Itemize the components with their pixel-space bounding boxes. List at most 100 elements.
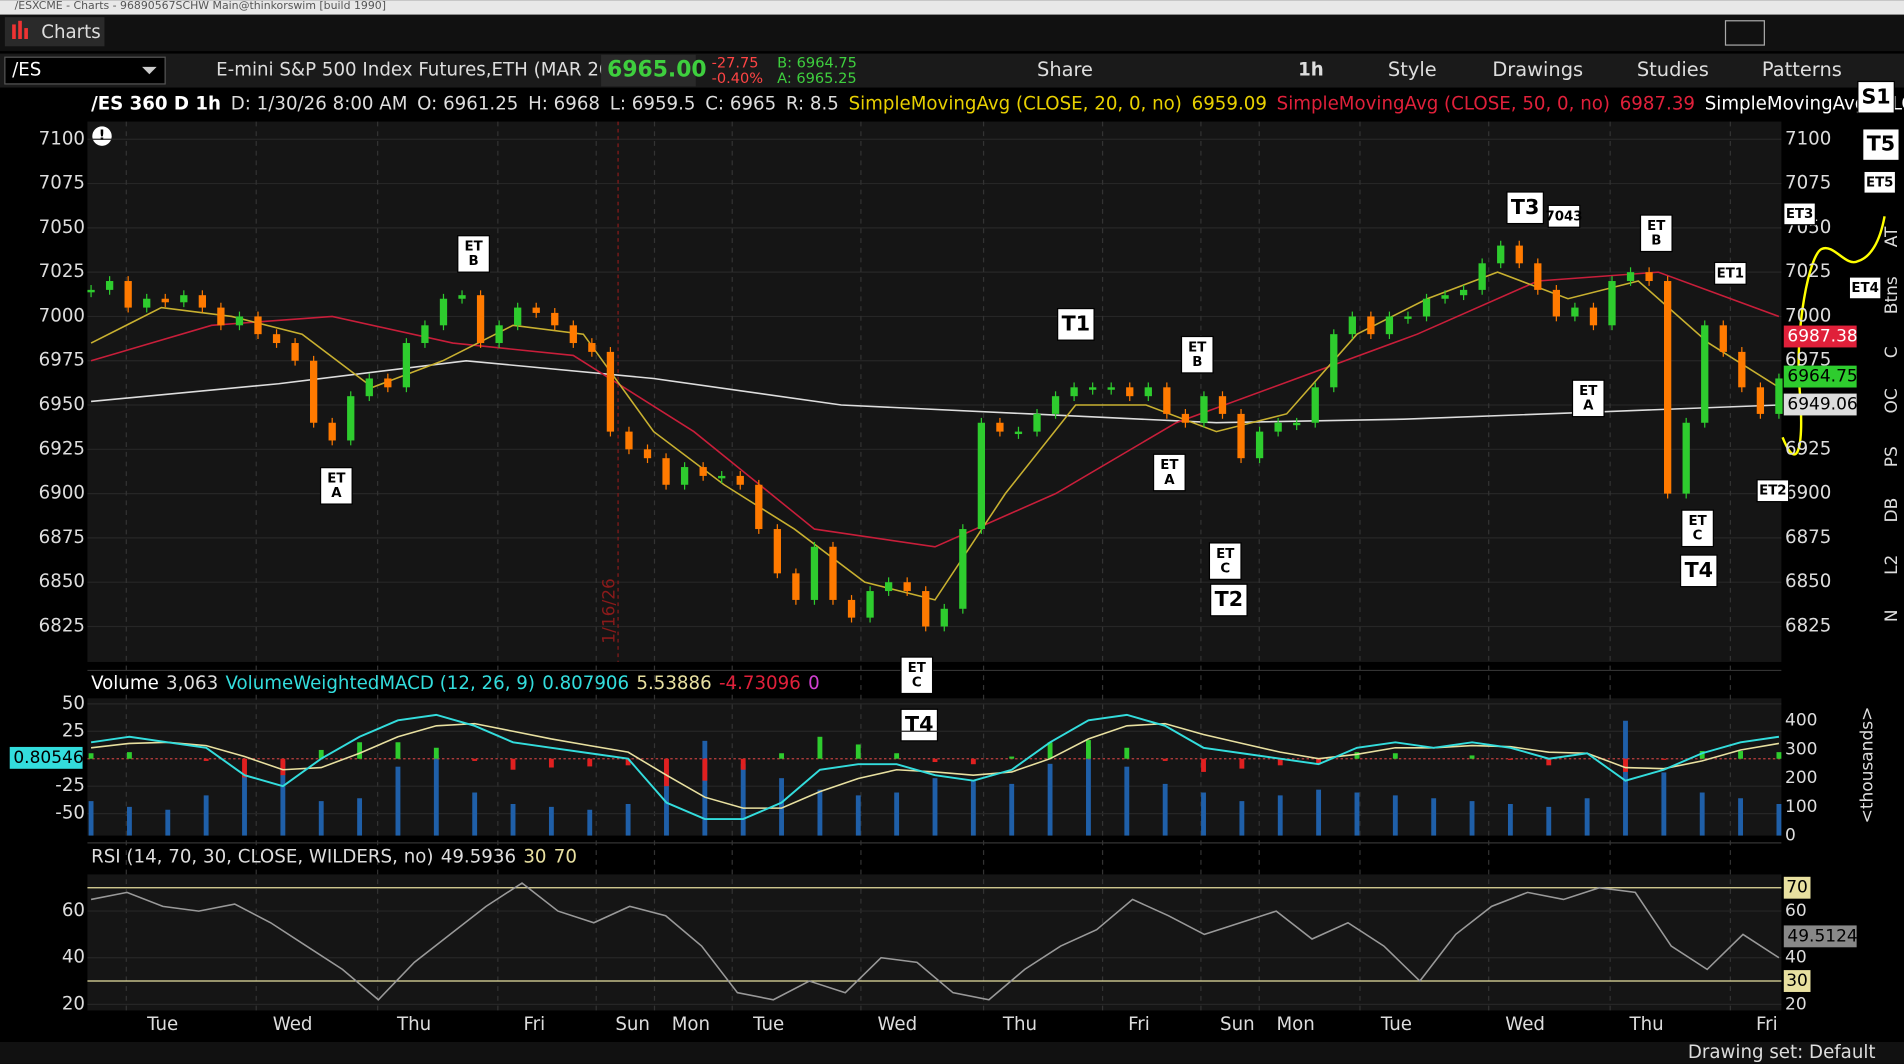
candle (347, 396, 355, 441)
candle (272, 334, 281, 344)
y-tick-label: 6975 (39, 350, 85, 371)
candle (1701, 325, 1709, 423)
candle (124, 281, 132, 308)
header-close: C: 6965 (705, 94, 776, 115)
volume-bar (740, 763, 746, 836)
alert-mark: ! (99, 127, 106, 144)
sidebar-tab[interactable]: N (1882, 609, 1902, 622)
sidebar-tab[interactable]: DB (1882, 498, 1902, 523)
macd-hist (433, 747, 439, 759)
last-price: 6965.00 (607, 58, 707, 83)
volume-bar (1277, 795, 1283, 836)
description: E-mini S&P 500 Index Futures,ETH (MAR 26… (216, 60, 617, 81)
macd-hist (1738, 751, 1743, 759)
rsi-tick-label: 40 (62, 947, 85, 968)
volume-bar (587, 809, 593, 836)
volume-bar (433, 755, 439, 836)
symbol-box[interactable] (4, 56, 166, 85)
candle (1293, 422, 1301, 426)
rsi-tick-label-right: 60 (1785, 901, 1807, 921)
volume-bar (702, 740, 708, 836)
candle (1181, 413, 1190, 423)
tab-label[interactable]: Charts (41, 22, 101, 43)
candle (1311, 387, 1319, 423)
drawings-button[interactable]: Drawings (1492, 58, 1583, 81)
candle (143, 298, 151, 308)
sidebar-tab[interactable]: AT (1882, 226, 1902, 247)
candle (476, 295, 485, 344)
annotation: C (1220, 561, 1230, 576)
price-badge: 6964.75 (1787, 367, 1857, 387)
timeframe-button[interactable]: 1h (1298, 60, 1324, 81)
studies-button[interactable]: Studies (1637, 58, 1709, 81)
change-pct: -0.40% (712, 70, 764, 87)
candle (884, 582, 893, 592)
x-tick-label: Tue (146, 1014, 178, 1035)
change: -27.75 (712, 54, 759, 71)
volume-bar (1431, 798, 1437, 836)
volume-bar (1584, 798, 1590, 836)
dropdown-arrow[interactable] (142, 66, 157, 75)
sidebar-tab[interactable]: OC (1882, 388, 1902, 413)
macd-header-title: Volume (91, 673, 159, 694)
rsi-line (90, 882, 1780, 1001)
candle (977, 422, 986, 530)
annotation: T4 (905, 712, 933, 736)
candle (718, 475, 726, 479)
header-sma20: SimpleMovingAvg (CLOSE, 20, 0, no) (849, 94, 1182, 115)
volume-bar (472, 792, 478, 836)
candle (1738, 351, 1746, 388)
candle (588, 343, 596, 352)
layout-button[interactable] (1724, 20, 1765, 46)
ask: A: 6965.25 (777, 70, 856, 87)
volume-bar (395, 766, 401, 836)
sidebar-tab[interactable]: C (1882, 346, 1902, 358)
share-button[interactable]: Share (1037, 58, 1093, 81)
macd-hist (587, 758, 593, 767)
volume-bar (1623, 720, 1628, 836)
candle (1589, 307, 1598, 326)
macd-hist (1469, 755, 1475, 759)
annotation-box (1783, 202, 1816, 226)
candle (699, 467, 707, 476)
macd-hist (1699, 751, 1705, 759)
volume-bar (127, 806, 132, 836)
date-marker: 1/16/26 (600, 578, 620, 644)
tab-icon (24, 28, 28, 39)
candle (643, 449, 652, 459)
candle (1367, 316, 1375, 335)
volume-tick-label: 200 (1785, 768, 1817, 788)
drawing-set[interactable]: Drawing set: Default (1688, 1042, 1876, 1063)
sidebar-tab[interactable]: L2 (1882, 555, 1902, 575)
candle (254, 316, 262, 335)
price-badge-bg (1783, 393, 1857, 416)
candle (310, 360, 318, 423)
annotation: B (468, 254, 478, 269)
volume-bar (1009, 783, 1015, 836)
x-tick-label: Wed (1505, 1014, 1545, 1035)
macd-hist (1201, 758, 1206, 772)
candle (328, 422, 336, 441)
alert-icon[interactable] (92, 126, 112, 146)
symbol[interactable]: /ES (12, 60, 41, 81)
x-tick-label: Fri (1128, 1014, 1150, 1035)
sidebar-tab[interactable]: PS (1882, 446, 1902, 467)
volume-bar (1546, 806, 1552, 836)
annotation-box (1756, 479, 1790, 503)
volume-tick-label: 300 (1785, 739, 1817, 759)
annotation-box (1848, 276, 1882, 300)
macd-line (90, 713, 1780, 821)
volume-bar (165, 809, 171, 836)
macd-hist (855, 744, 861, 759)
patterns-button[interactable]: Patterns (1762, 58, 1842, 81)
sidebar-tab[interactable]: Btns (1882, 276, 1902, 314)
macd-hist (1661, 758, 1667, 760)
macd-hist (1047, 742, 1053, 759)
style-button[interactable]: Style (1388, 58, 1437, 81)
x-tick-label: Thu (1628, 1014, 1663, 1035)
last-box (601, 54, 696, 87)
y-tick-label-right: 6975 (1785, 350, 1831, 371)
x-tick-label: Thu (396, 1014, 431, 1035)
candle (755, 484, 763, 530)
candle (1070, 387, 1078, 397)
